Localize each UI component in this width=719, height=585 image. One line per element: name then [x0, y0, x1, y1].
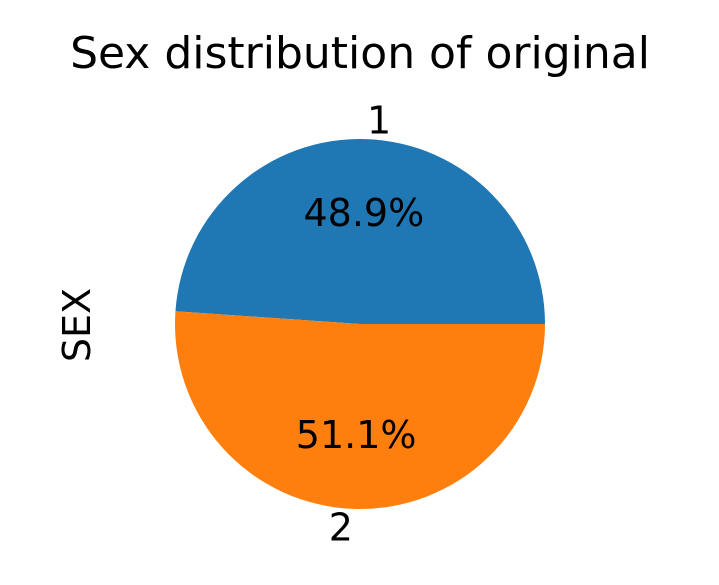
- slice-percent-2: 51.1%: [296, 413, 417, 457]
- pie-labels: 1 48.9% 2 51.1%: [296, 99, 424, 550]
- y-axis-label: SEX: [55, 288, 99, 362]
- slice-label-2: 2: [329, 505, 353, 549]
- pie-slice-1: [175, 139, 545, 324]
- chart-title: Sex distribution of original: [70, 28, 650, 79]
- slice-percent-1: 48.9%: [303, 191, 424, 235]
- slice-label-1: 1: [367, 99, 391, 143]
- pie-slice-2: [175, 311, 545, 510]
- pie-slices: [175, 139, 545, 510]
